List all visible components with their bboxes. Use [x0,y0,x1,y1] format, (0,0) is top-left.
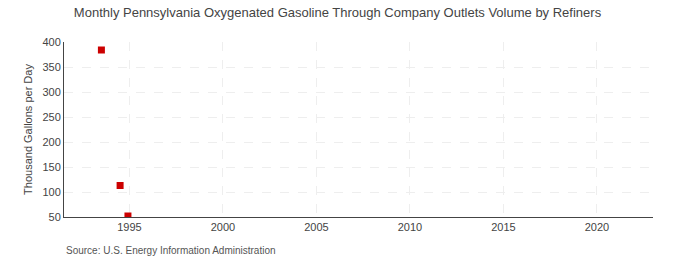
svg-text:1995: 1995 [117,221,141,233]
svg-text:300: 300 [42,86,60,98]
svg-text:250: 250 [42,111,60,123]
svg-text:150: 150 [42,161,60,173]
svg-text:2005: 2005 [304,221,328,233]
svg-text:2010: 2010 [398,221,422,233]
svg-text:200: 200 [42,136,60,148]
svg-text:350: 350 [42,61,60,73]
svg-text:400: 400 [42,36,60,48]
svg-text:100: 100 [42,186,60,198]
svg-text:Thousand Gallons per Day: Thousand Gallons per Day [22,64,34,195]
svg-text:50: 50 [49,211,61,223]
svg-text:2020: 2020 [585,221,609,233]
svg-text:Monthly Pennsylvania Oxygenate: Monthly Pennsylvania Oxygenated Gasoline… [74,5,602,20]
svg-text:2000: 2000 [211,221,235,233]
svg-text:Source: U.S. Energy Informatio: Source: U.S. Energy Information Administ… [66,245,276,256]
svg-text:2015: 2015 [491,221,515,233]
